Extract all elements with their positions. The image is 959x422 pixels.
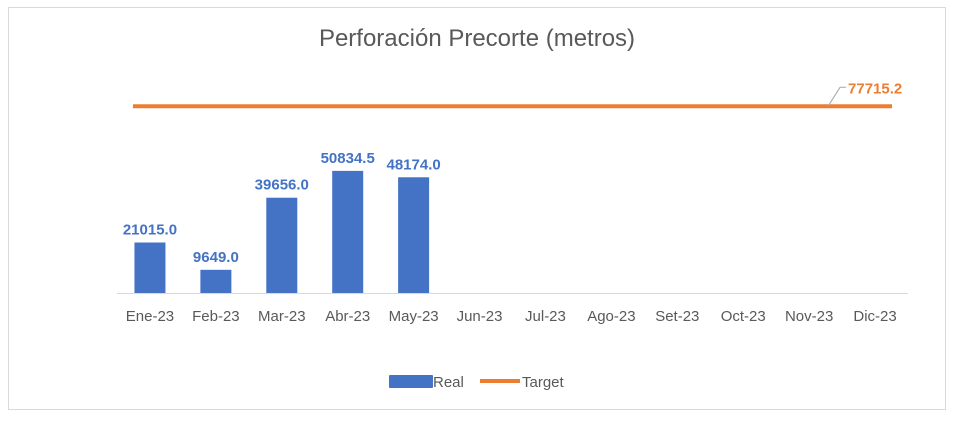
target-leader-line — [827, 86, 847, 107]
x-tick-label: Feb-23 — [192, 308, 240, 325]
legend-label-real: Real — [433, 374, 464, 391]
x-tick-label: Jun-23 — [457, 308, 503, 325]
bar-data-label: 21015.0 — [123, 222, 177, 239]
bar-data-label: 48174.0 — [387, 156, 441, 173]
x-tick-label: Nov-23 — [785, 308, 833, 325]
legend: Real Target — [389, 374, 565, 391]
target-group: 77715.2 — [132, 80, 902, 109]
bar — [332, 170, 364, 293]
x-tick-label: Set-23 — [655, 308, 699, 325]
bar — [398, 177, 430, 293]
x-tick-label: Ene-23 — [126, 308, 174, 325]
bar-group — [134, 170, 430, 293]
x-tick-label: Jul-23 — [525, 308, 566, 325]
bar — [134, 242, 166, 293]
bar-data-label: 39656.0 — [255, 177, 309, 194]
bar — [200, 269, 232, 293]
bar-data-label: 50834.5 — [321, 150, 375, 167]
bar-label-group: 21015.0 9649.0 39656.0 50834.5 48174.0 — [123, 150, 441, 266]
x-tick-group: Ene-23 Feb-23 Mar-23 Abr-23 May-23 Jun-23 Jul-… — [126, 308, 897, 325]
bar-data-label: 9649.0 — [193, 249, 239, 266]
chart-frame — [8, 7, 946, 410]
x-tick-label: May-23 — [389, 308, 439, 325]
x-tick-label: Oct-23 — [721, 308, 766, 325]
legend-label-target: Target — [522, 374, 565, 391]
legend-swatch-real — [389, 375, 433, 388]
chart-title: Perforación Precorte (metros) — [319, 25, 635, 52]
x-tick-label: Dic-23 — [853, 308, 896, 325]
x-tick-label: Abr-23 — [325, 308, 370, 325]
target-data-label: 77715.2 — [848, 80, 902, 97]
bar — [266, 197, 298, 293]
x-tick-label: Ago-23 — [587, 308, 635, 325]
x-tick-label: Mar-23 — [258, 308, 306, 325]
